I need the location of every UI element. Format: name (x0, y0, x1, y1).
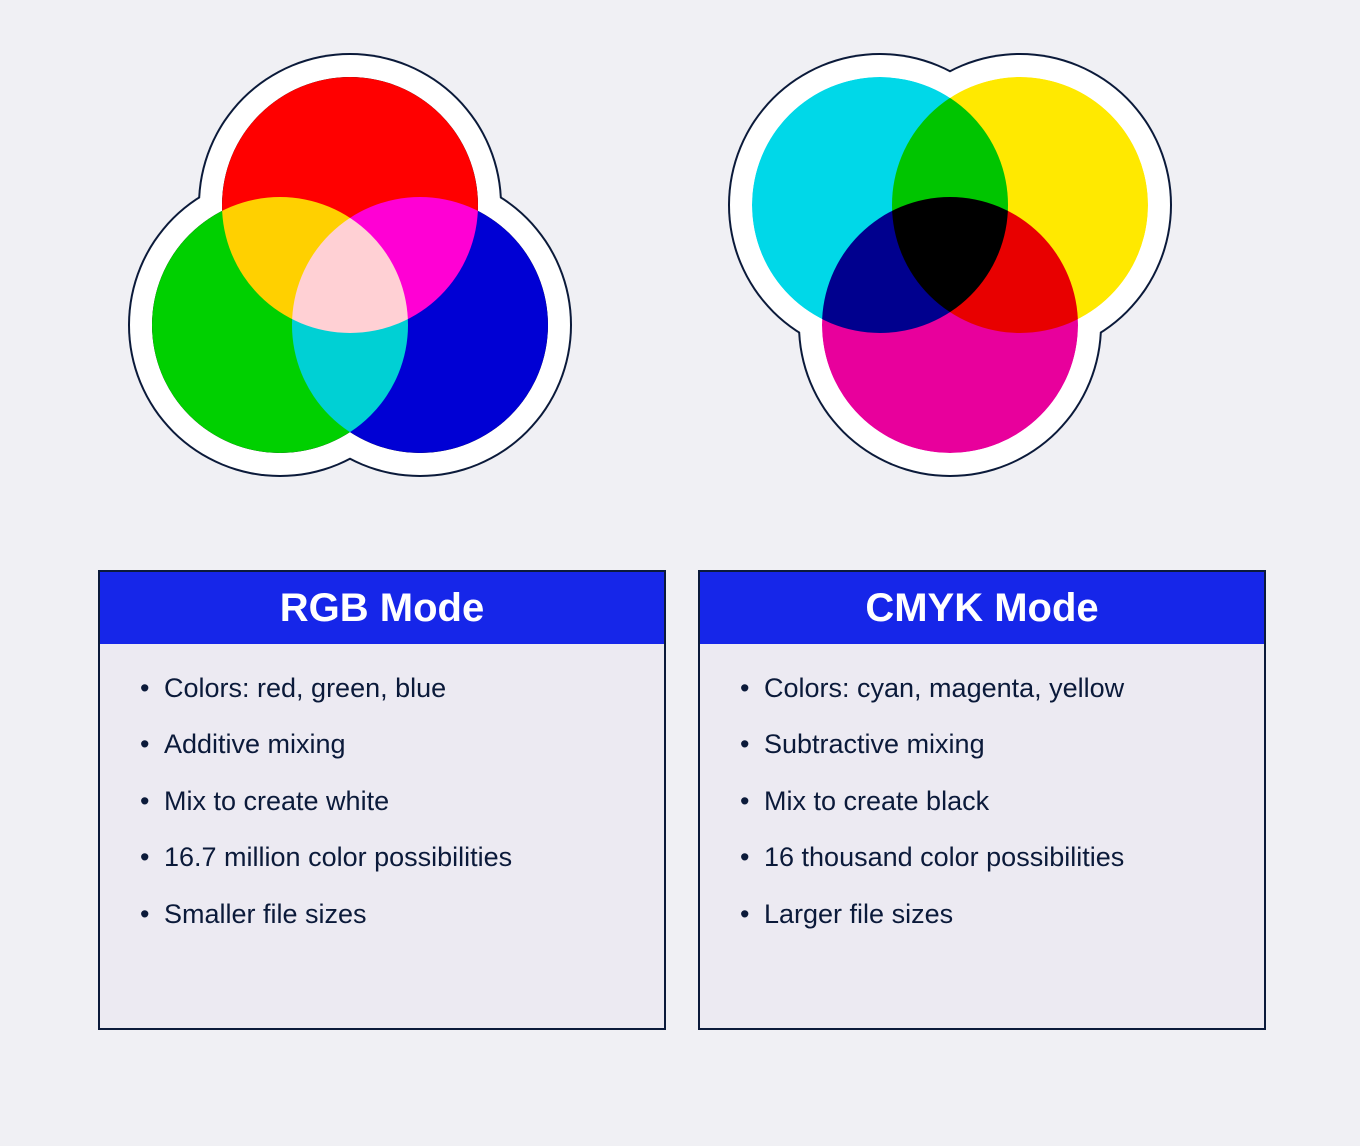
infographic-canvas: RGB Mode Colors: red, green, blue Additi… (0, 0, 1360, 1146)
rgb-bullet-item: Colors: red, green, blue (136, 672, 628, 704)
rgb-circle-blue (292, 197, 548, 453)
cmyk-card-title: CMYK Mode (700, 572, 1264, 644)
cmyk-bullet-item: 16 thousand color possibilities (736, 841, 1228, 873)
rgb-card-body: Colors: red, green, blue Additive mixing… (100, 644, 664, 958)
rgb-info-card: RGB Mode Colors: red, green, blue Additi… (98, 570, 666, 1030)
rgb-venn-diagram (100, 35, 600, 515)
cmyk-bullet-item: Mix to create black (736, 785, 1228, 817)
cmyk-info-card: CMYK Mode Colors: cyan, magenta, yellow … (698, 570, 1266, 1030)
rgb-bullet-list: Colors: red, green, blue Additive mixing… (136, 672, 628, 930)
rgb-bullet-item: Smaller file sizes (136, 898, 628, 930)
rgb-bullet-item: Mix to create white (136, 785, 628, 817)
cmyk-card-body: Colors: cyan, magenta, yellow Subtractiv… (700, 644, 1264, 958)
cmyk-bullet-list: Colors: cyan, magenta, yellow Subtractiv… (736, 672, 1228, 930)
rgb-bullet-item: 16.7 million color possibilities (136, 841, 628, 873)
cmyk-bullet-item: Colors: cyan, magenta, yellow (736, 672, 1228, 704)
cmyk-bullet-item: Larger file sizes (736, 898, 1228, 930)
cmyk-bullet-item: Subtractive mixing (736, 728, 1228, 760)
rgb-bullet-item: Additive mixing (136, 728, 628, 760)
cmyk-venn-diagram (700, 35, 1200, 515)
rgb-card-title: RGB Mode (100, 572, 664, 644)
cmyk-circle-magenta (822, 197, 1078, 453)
